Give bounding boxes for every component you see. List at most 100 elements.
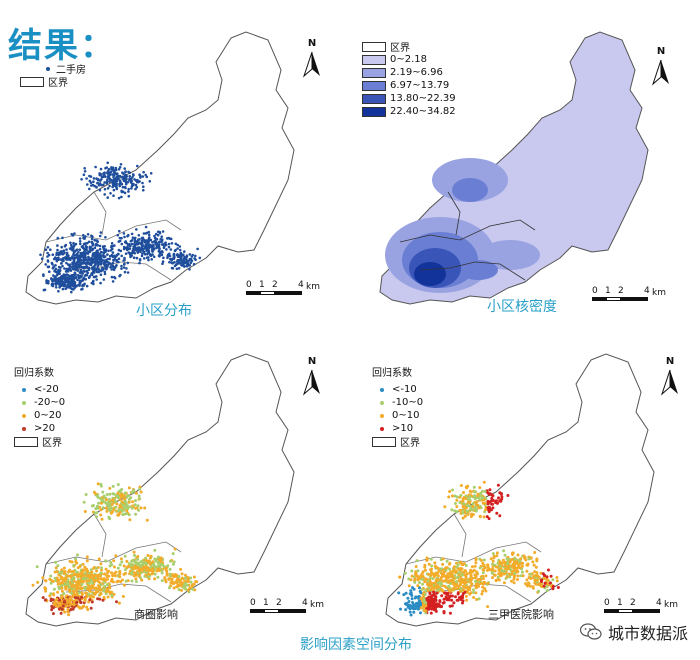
- point-marker: [128, 505, 132, 509]
- point-marker: [479, 491, 483, 495]
- point-marker: [106, 595, 110, 599]
- point-marker: [121, 513, 125, 517]
- point-marker: [460, 596, 463, 600]
- point-marker: [143, 245, 146, 248]
- point-marker: [482, 563, 486, 567]
- point-marker: [131, 500, 135, 504]
- point-marker: [51, 284, 55, 288]
- point-marker: [475, 572, 479, 576]
- point-marker: [98, 574, 102, 578]
- point-marker: [71, 261, 75, 265]
- point-marker: [72, 241, 75, 245]
- point-marker: [188, 586, 192, 590]
- point-marker: [136, 555, 140, 558]
- point-marker: [96, 261, 99, 265]
- point-marker: [156, 575, 160, 579]
- legend-item: >20: [14, 422, 65, 435]
- point-marker: [412, 587, 416, 591]
- point-marker: [433, 606, 436, 610]
- point-marker: [66, 582, 70, 586]
- box-swatch: [14, 436, 38, 447]
- point-marker: [452, 581, 456, 585]
- point-marker: [104, 506, 108, 510]
- point-marker: [105, 573, 109, 577]
- point-marker: [98, 262, 101, 265]
- point-marker: [456, 576, 459, 579]
- point-marker: [87, 600, 91, 604]
- point-marker: [469, 568, 473, 572]
- point-marker: [147, 233, 151, 237]
- point-marker: [477, 506, 481, 510]
- point-marker: [491, 559, 495, 563]
- point-marker: [499, 574, 503, 578]
- point-marker: [179, 251, 183, 255]
- point-marker: [511, 553, 514, 556]
- point-marker: [456, 598, 460, 602]
- point-marker: [436, 574, 440, 578]
- point-marker: [172, 582, 175, 586]
- point-marker: [531, 585, 535, 589]
- point-marker: [86, 241, 89, 245]
- point-marker: [474, 585, 478, 589]
- watermark-text: 城市数据派: [607, 624, 688, 643]
- point-marker: [124, 252, 128, 255]
- point-marker: [454, 587, 458, 591]
- point-marker: [74, 249, 77, 253]
- point-marker: [120, 264, 123, 268]
- point-marker: [133, 553, 136, 557]
- point-marker: [40, 257, 44, 260]
- point-marker: [69, 269, 73, 272]
- point-marker: [430, 607, 434, 611]
- point-marker: [105, 493, 109, 496]
- point-marker: [148, 180, 152, 183]
- point-marker: [101, 506, 105, 510]
- point-marker: [112, 175, 115, 179]
- point-marker: [133, 242, 136, 246]
- point-marker: [79, 268, 82, 272]
- point-marker: [443, 505, 447, 509]
- point-marker: [79, 259, 83, 262]
- point-marker: [88, 246, 92, 250]
- swatch: [362, 80, 386, 91]
- point-marker: [78, 279, 82, 282]
- point-marker: [555, 579, 559, 583]
- point-marker: [478, 515, 482, 519]
- point-marker: [78, 261, 82, 265]
- point-marker: [136, 504, 140, 508]
- legend-label: <-20: [34, 384, 59, 395]
- point-marker: [60, 584, 64, 588]
- point-marker: [125, 512, 128, 516]
- point-marker: [486, 582, 490, 585]
- point-marker: [491, 502, 494, 506]
- point-marker: [485, 515, 489, 519]
- point-marker: [448, 611, 452, 615]
- point-marker: [472, 485, 476, 489]
- point-marker: [135, 256, 139, 260]
- point-marker: [487, 566, 490, 570]
- point-marker: [404, 608, 408, 612]
- legend-business: 回归系数 <-20 -20~0 0~20 >20 区界: [14, 364, 65, 449]
- point-marker: [478, 577, 482, 581]
- point-marker: [97, 557, 101, 561]
- point-marker: [92, 574, 96, 577]
- point-marker: [493, 573, 497, 577]
- map-panel-hospital: [385, 353, 655, 627]
- point-marker: [449, 589, 453, 593]
- point-marker: [455, 498, 459, 502]
- point-marker: [133, 238, 137, 241]
- point-marker: [188, 264, 192, 267]
- point-marker: [433, 561, 437, 565]
- point-marker: [103, 272, 107, 276]
- point-marker: [70, 290, 73, 294]
- point-marker: [81, 287, 84, 291]
- point-marker: [121, 177, 125, 180]
- point-marker: [195, 580, 199, 584]
- point-marker: [80, 271, 84, 274]
- point-marker: [99, 281, 102, 285]
- point-marker: [142, 238, 146, 242]
- point-marker: [73, 596, 77, 600]
- point-marker: [96, 181, 100, 185]
- north-arrow-icon: [302, 369, 320, 396]
- point-marker: [135, 228, 138, 231]
- point-marker: [101, 258, 104, 262]
